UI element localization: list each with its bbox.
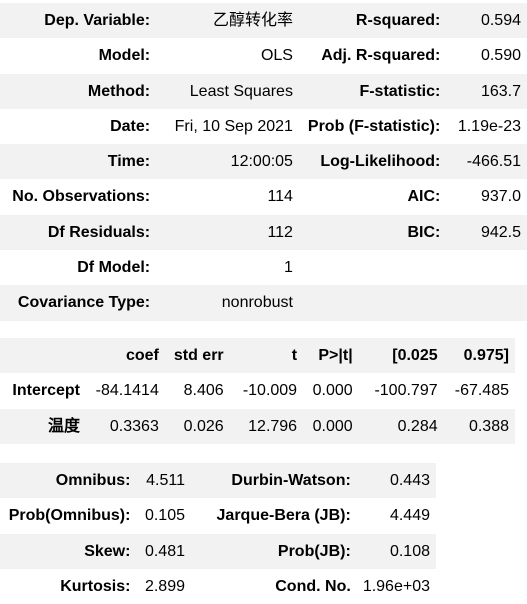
summary-value: Fri, 10 Sep 2021 [174,117,293,135]
coefficients-table: coef std err t P>|t| [0.025 0.975] Inter… [0,338,515,445]
table-row: Intercept -84.1414 8.406 -10.009 0.000 -… [0,373,515,408]
summary-key: Adj. R-squared: [321,47,441,65]
summary-key: AIC: [407,188,441,206]
cell: 0.000 [312,382,353,400]
diagnostics-value: 0.108 [356,533,436,569]
diagnostics-value: 2.899 [144,577,185,595]
summary-value: nonrobust [156,285,299,321]
cell: -84.1414 [95,382,159,400]
column-header [0,338,86,374]
column-header: P>|t| [303,338,359,374]
summary-key: BIC: [298,214,447,251]
cell: 12.796 [229,408,304,445]
summary-key: Date: [110,117,151,135]
summary-key: Prob (F-statistic): [307,117,441,135]
cell: 0.3363 [86,408,165,445]
diagnostics-value: 0.105 [144,507,185,525]
summary-key [298,285,447,321]
summary-value: 937.0 [480,188,521,206]
summary-key: Df Model: [77,259,151,277]
summary-table: Dep. Variable: 乙醇转化率 R-squared: 0.594 Mo… [0,3,527,321]
diagnostics-value: 4.449 [389,507,430,525]
column-header: t [229,338,304,374]
summary-value: 12:00:05 [156,144,299,180]
table-row: 温度 0.3363 0.026 12.796 0.000 0.284 0.388 [0,408,515,445]
diagnostics-key: Jarque-Bera (JB): [216,507,351,525]
summary-value: 114 [267,188,293,206]
column-header: [0.025 [358,338,444,374]
summary-key: Time: [0,144,157,180]
summary-value: OLS [260,47,293,65]
summary-value: 0.594 [446,3,527,39]
summary-row: Method: Least Squares F-statistic: 163.7 [0,73,527,109]
summary-key: Method: [0,73,157,109]
summary-value: 1.19e-23 [457,117,521,135]
summary-key: No. Observations: [12,188,151,206]
summary-row: Date: Fri, 10 Sep 2021 Prob (F-statistic… [0,109,527,144]
summary-row: Dep. Variable: 乙醇转化率 R-squared: 0.594 [0,3,527,39]
summary-key: Dep. Variable: [0,3,157,39]
diagnostics-table: Omnibus: 4.511 Durbin-Watson: 0.443 Prob… [0,463,436,604]
diagnostics-row: Kurtosis: 2.899 Cond. No. 1.96e+03 [0,569,436,604]
cell: -10.009 [242,382,298,400]
diagnostics-row: Omnibus: 4.511 Durbin-Watson: 0.443 [0,463,436,499]
diagnostics-key: Prob(JB): [191,533,357,569]
summary-key: Covariance Type: [0,285,157,321]
diagnostics-key: Omnibus: [0,463,137,499]
summary-key [299,250,446,285]
cell: -67.485 [454,382,509,400]
diagnostics-row: Skew: 0.481 Prob(JB): 0.108 [0,533,436,569]
column-header: coef [86,338,165,374]
cell: 8.406 [183,382,224,400]
diagnostics-key: Skew: [0,533,137,569]
row-label: 温度 [0,408,86,445]
diagnostics-row: Prob(Omnibus): 0.105 Jarque-Bera (JB): 4… [0,498,436,533]
diagnostics-key: Durbin-Watson: [191,463,357,499]
summary-value: 942.5 [446,214,527,251]
summary-value: 112 [156,214,299,251]
column-header: std err [164,338,230,374]
diagnostics-key: Prob(Omnibus): [8,507,131,525]
summary-value [446,285,527,321]
summary-value: 乙醇转化率 [156,3,299,39]
summary-row: Model: OLS Adj. R-squared: 0.590 [0,38,527,73]
diagnostics-value: 0.443 [356,463,436,499]
diagnostics-key: Cond. No. [275,577,351,595]
summary-value: 1 [284,259,293,277]
summary-value: 163.7 [446,73,527,109]
summary-row: Time: 12:00:05 Log-Likelihood: -466.51 [0,144,527,180]
column-header: 0.975] [443,338,515,374]
summary-key: Log-Likelihood: [298,144,447,180]
coefficients-header-row: coef std err t P>|t| [0.025 0.975] [0,338,515,374]
summary-value [446,250,527,285]
diagnostics-value: 0.481 [136,533,191,569]
summary-key: Df Residuals: [0,214,157,251]
cell: 0.388 [443,408,515,445]
diagnostics-value: 1.96e+03 [362,577,430,595]
row-label: Intercept [12,382,80,400]
summary-row: Covariance Type: nonrobust [0,285,527,321]
summary-key: Model: [98,47,151,65]
diagnostics-value: 4.511 [136,463,191,499]
summary-value: -466.51 [446,144,527,180]
summary-row: Df Residuals: 112 BIC: 942.5 [0,214,527,251]
cell: 0.026 [164,408,230,445]
summary-value: Least Squares [156,73,299,109]
summary-value: 0.590 [480,47,521,65]
cell: 0.000 [303,408,359,445]
diagnostics-key: Kurtosis: [60,577,131,595]
cell: 0.284 [358,408,444,445]
cell: -100.797 [374,382,438,400]
summary-key: R-squared: [298,3,447,39]
summary-row: No. Observations: 114 AIC: 937.0 [0,179,527,214]
summary-row: Df Model: 1 [0,250,527,285]
summary-key: F-statistic: [298,73,447,109]
